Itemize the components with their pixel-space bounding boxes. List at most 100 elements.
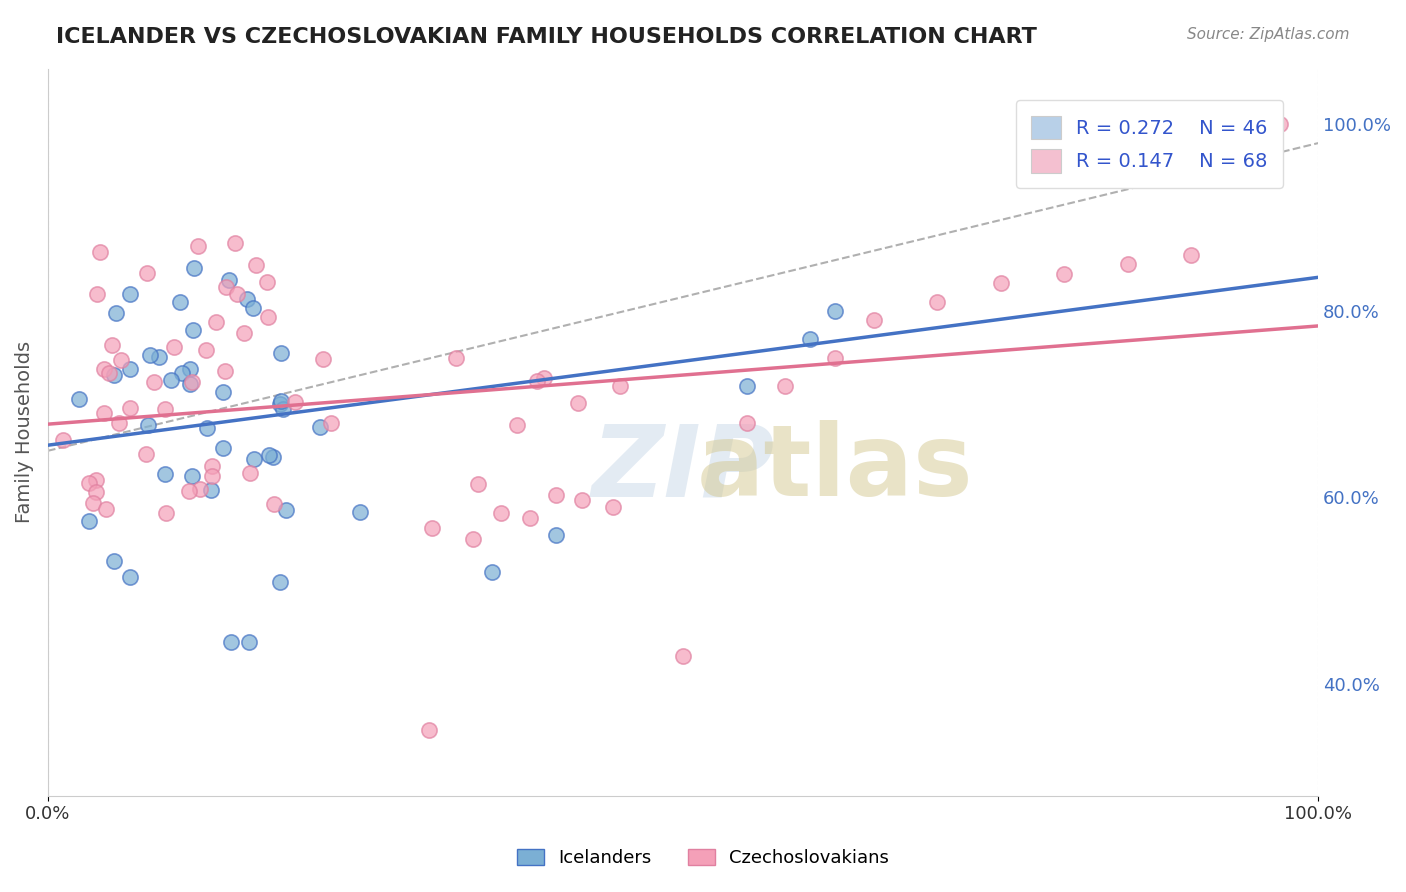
Icelanders [236, 292, 259, 306]
Icelanders [195, 421, 218, 435]
Czechoslovakians [461, 532, 484, 546]
Czechoslovakians [108, 416, 131, 430]
Czechoslovakians [312, 352, 335, 367]
Czechoslovakians [205, 315, 228, 329]
Czechoslovakians [188, 482, 211, 496]
Text: atlas: atlas [697, 420, 974, 517]
Czechoslovakians [444, 351, 467, 365]
Icelanders [181, 468, 204, 483]
Icelanders [481, 565, 503, 579]
Czechoslovakians [135, 447, 157, 461]
Icelanders [118, 569, 141, 583]
Czechoslovakians [195, 343, 218, 357]
Icelanders [269, 397, 291, 411]
Icelanders [155, 467, 177, 481]
Icelanders [77, 514, 100, 528]
Czechoslovakians [110, 353, 132, 368]
Czechoslovakians [526, 374, 548, 388]
Icelanders [200, 483, 222, 497]
Czechoslovakians [284, 394, 307, 409]
Icelanders [271, 401, 294, 416]
Czechoslovakians [155, 506, 177, 520]
Czechoslovakians [609, 378, 631, 392]
Czechoslovakians [506, 418, 529, 433]
Czechoslovakians [187, 239, 209, 253]
Icelanders [238, 635, 260, 649]
Czechoslovakians [467, 476, 489, 491]
Czechoslovakians [225, 287, 247, 301]
Czechoslovakians [97, 367, 120, 381]
Czechoslovakians [319, 416, 342, 430]
Czechoslovakians [93, 362, 115, 376]
Czechoslovakians [200, 459, 222, 474]
Text: Source: ZipAtlas.com: Source: ZipAtlas.com [1187, 27, 1350, 42]
Czechoslovakians [256, 310, 278, 324]
Czechoslovakians [1180, 248, 1202, 262]
Icelanders [274, 503, 297, 517]
Czechoslovakians [120, 401, 142, 416]
Czechoslovakians [245, 259, 267, 273]
Czechoslovakians [215, 280, 238, 294]
Icelanders [120, 362, 142, 376]
Czechoslovakians [232, 326, 254, 341]
Czechoslovakians [420, 521, 443, 535]
Icelanders [259, 448, 281, 462]
Czechoslovakians [155, 402, 177, 417]
Icelanders [105, 306, 128, 320]
Icelanders [181, 323, 204, 337]
Czechoslovakians [84, 473, 107, 487]
Icelanders [103, 368, 125, 383]
Icelanders [544, 527, 567, 541]
Czechoslovakians [84, 484, 107, 499]
Czechoslovakians [263, 497, 285, 511]
Legend: R = 0.272    N = 46, R = 0.147    N = 68: R = 0.272 N = 46, R = 0.147 N = 68 [1015, 100, 1284, 188]
Icelanders [179, 362, 201, 376]
Icelanders [308, 420, 330, 434]
Icelanders [219, 634, 242, 648]
Icelanders [183, 261, 205, 276]
Czechoslovakians [544, 488, 567, 502]
Czechoslovakians [77, 476, 100, 491]
Czechoslovakians [201, 469, 224, 483]
Czechoslovakians [82, 495, 104, 509]
Icelanders [169, 294, 191, 309]
Czechoslovakians [86, 286, 108, 301]
Icelanders [148, 350, 170, 364]
Icelanders [243, 452, 266, 467]
Czechoslovakians [672, 648, 695, 663]
Y-axis label: Family Households: Family Households [15, 341, 34, 524]
Czechoslovakians [214, 364, 236, 378]
Czechoslovakians [179, 484, 201, 499]
Czechoslovakians [862, 313, 884, 327]
Czechoslovakians [489, 506, 512, 520]
Czechoslovakians [519, 510, 541, 524]
Czechoslovakians [89, 245, 111, 260]
Czechoslovakians [163, 340, 186, 354]
Czechoslovakians [735, 416, 758, 430]
Icelanders [160, 373, 183, 387]
Legend: Icelanders, Czechoslovakians: Icelanders, Czechoslovakians [509, 841, 897, 874]
Czechoslovakians [824, 351, 846, 365]
Czechoslovakians [567, 396, 589, 410]
Czechoslovakians [571, 493, 593, 508]
Icelanders [218, 273, 240, 287]
Czechoslovakians [256, 275, 278, 289]
Czechoslovakians [51, 433, 73, 447]
Icelanders [269, 575, 291, 590]
Icelanders [67, 392, 90, 406]
Icelanders [118, 287, 141, 301]
Icelanders [1180, 118, 1202, 132]
Icelanders [211, 384, 233, 399]
Czechoslovakians [180, 375, 202, 389]
Icelanders [349, 505, 371, 519]
Czechoslovakians [94, 502, 117, 516]
Czechoslovakians [602, 500, 624, 515]
Czechoslovakians [101, 337, 124, 351]
Czechoslovakians [925, 294, 948, 309]
Text: ICELANDER VS CZECHOSLOVAKIAN FAMILY HOUSEHOLDS CORRELATION CHART: ICELANDER VS CZECHOSLOVAKIAN FAMILY HOUS… [56, 27, 1038, 46]
Icelanders [211, 441, 233, 455]
Icelanders [242, 301, 264, 316]
Czechoslovakians [1116, 257, 1139, 271]
Czechoslovakians [990, 276, 1012, 290]
Icelanders [170, 366, 193, 380]
